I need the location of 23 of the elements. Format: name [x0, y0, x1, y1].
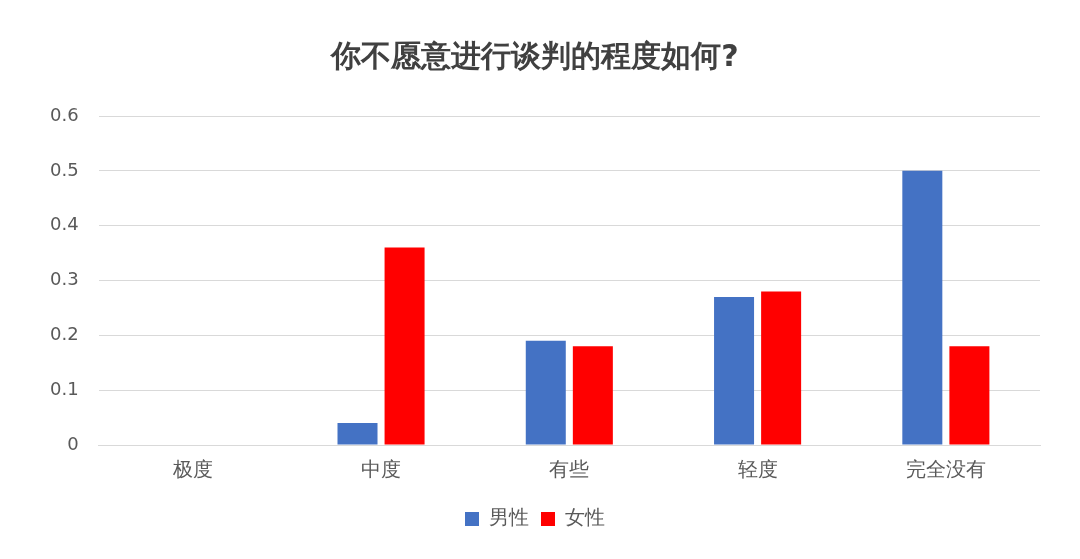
bar: [525, 340, 566, 445]
y-tick-label: 0.2: [49, 323, 79, 345]
bar: [384, 247, 425, 445]
x-tick-label: 有些: [549, 457, 590, 482]
y-tick-label: 0.1: [49, 377, 79, 399]
bar: [572, 346, 613, 445]
y-tick-label: 0.4: [49, 213, 79, 235]
bar: [761, 291, 802, 445]
chart-title: 你不愿意进行谈判的程度如何?: [329, 37, 739, 73]
x-tick-label: 中度: [361, 457, 402, 482]
y-tick-label: 0.5: [49, 158, 79, 180]
y-tick-label: 0: [67, 432, 79, 454]
bar: [949, 346, 990, 445]
x-tick-label: 极度: [171, 457, 213, 482]
x-tick-label: 轻度: [737, 457, 778, 482]
legend-label: 女性: [565, 505, 605, 530]
bar: [337, 423, 378, 445]
x-tick-label: 完全没有: [905, 457, 986, 482]
bar: [714, 296, 755, 445]
legend-label: 男性: [489, 505, 529, 530]
y-tick-label: 0.3: [49, 268, 79, 290]
y-tick-label: 0.6: [49, 103, 79, 125]
bar: [902, 170, 943, 445]
